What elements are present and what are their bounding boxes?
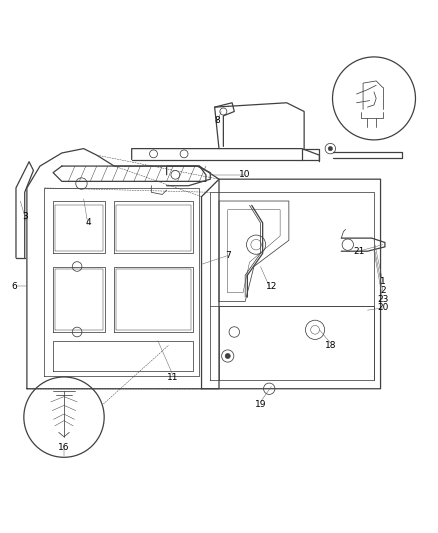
Text: 6: 6 <box>12 281 18 290</box>
Text: 21: 21 <box>353 247 364 256</box>
Text: 19: 19 <box>255 400 266 408</box>
Text: 10: 10 <box>240 171 251 179</box>
Text: 11: 11 <box>167 373 179 382</box>
Circle shape <box>225 353 230 359</box>
Text: 2: 2 <box>380 286 385 295</box>
Text: 18: 18 <box>325 341 336 350</box>
Text: 3: 3 <box>22 212 28 221</box>
Circle shape <box>328 147 332 151</box>
Text: 1: 1 <box>380 277 385 286</box>
Text: 8: 8 <box>214 116 220 125</box>
Text: 4: 4 <box>85 219 91 228</box>
Text: 20: 20 <box>377 303 389 312</box>
Text: 23: 23 <box>377 295 389 304</box>
Text: 16: 16 <box>58 443 70 452</box>
Text: 7: 7 <box>225 251 231 260</box>
Text: 12: 12 <box>266 281 277 290</box>
